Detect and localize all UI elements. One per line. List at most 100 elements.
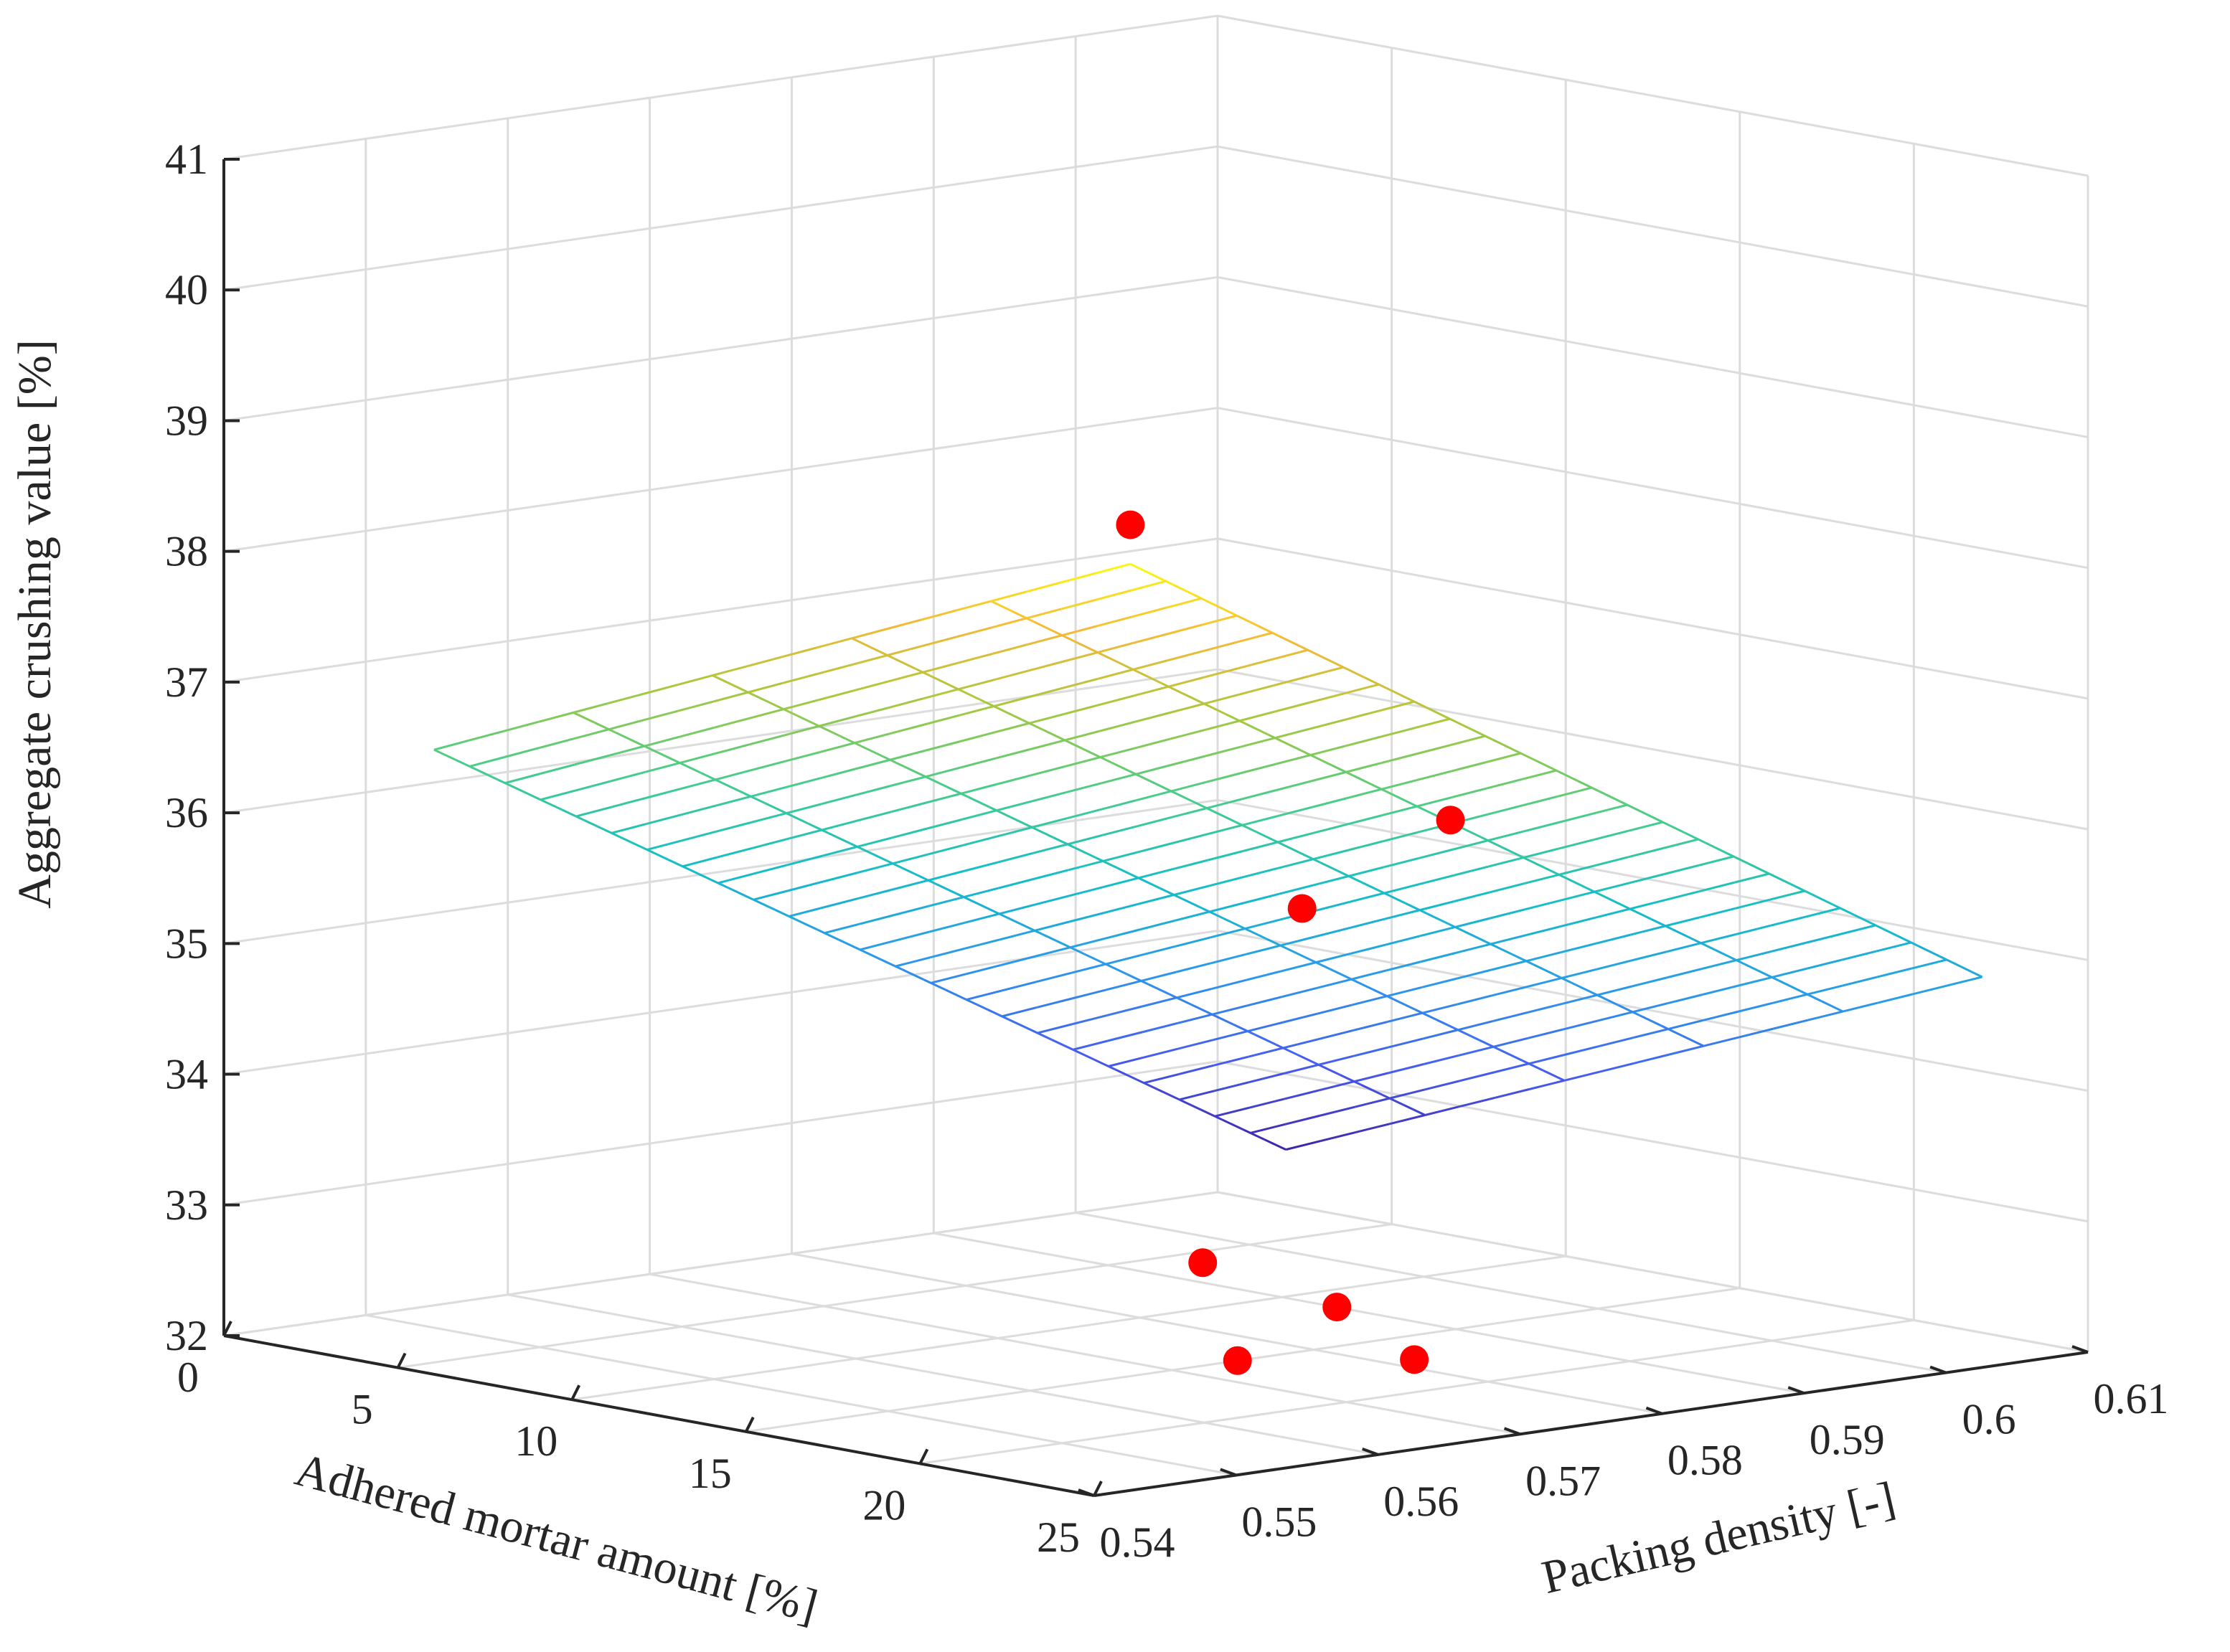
surface-line [1221, 1118, 1244, 1131]
surface-line [996, 800, 1032, 812]
surface-line [1167, 650, 1203, 662]
surface-line [1668, 1044, 1704, 1056]
surface-line [1629, 899, 1665, 910]
surface-line [1488, 856, 1524, 868]
surface-line [1208, 876, 1244, 887]
surface-line [853, 707, 889, 718]
surface-line [1026, 608, 1062, 620]
surface-line [1246, 996, 1282, 1007]
surface-line [1380, 752, 1416, 765]
surface-line [922, 661, 959, 674]
surface-line [1560, 916, 1596, 928]
surface-line [717, 846, 753, 859]
surface-line [1457, 1029, 1480, 1042]
surface-line [1421, 977, 1457, 988]
surface-line [1243, 867, 1279, 879]
surface-line [961, 809, 997, 821]
surface-line [1778, 979, 1801, 992]
surface-line [1105, 954, 1141, 966]
surface-line [1452, 839, 1489, 851]
surface-line [1097, 651, 1120, 664]
surface-line [946, 785, 969, 798]
surface-line [1190, 1003, 1213, 1016]
surface-line [893, 657, 916, 670]
surface-line [573, 728, 609, 740]
surface-line [751, 838, 788, 849]
surface-line [1627, 821, 1663, 832]
surface-line [1840, 924, 1876, 935]
surface-line [930, 947, 966, 959]
surface-line [583, 818, 606, 831]
surface-line [609, 745, 645, 757]
surface-line [603, 829, 626, 841]
surface-line [1254, 1033, 1277, 1046]
surface-line [1063, 943, 1086, 955]
surface-line [1594, 907, 1631, 919]
surface-line [1274, 727, 1310, 740]
surface-line [455, 758, 478, 771]
x-tick-mark [745, 1416, 755, 1432]
surface-line [750, 760, 786, 772]
surface-line [1031, 817, 1068, 829]
surface-line [1416, 770, 1452, 782]
surface-line [1418, 848, 1454, 859]
surface-line [1008, 1019, 1031, 1031]
surface-line [1563, 1070, 1600, 1082]
axes [222, 158, 2089, 1497]
surface-line [1249, 1098, 1285, 1109]
surface-line [1225, 712, 1248, 725]
surface-line [1705, 841, 1728, 854]
wall-grid-horizontal [1217, 1191, 2089, 1354]
surface-line [1382, 805, 1418, 816]
surface-line [1286, 948, 1309, 960]
surface-line [1458, 1045, 1494, 1057]
surface-line [1033, 895, 1070, 906]
surface-line [1770, 915, 1806, 927]
surface-line [1139, 919, 1175, 931]
surface-line [1233, 1023, 1256, 1036]
surface-line [1561, 942, 1596, 954]
data-point [1287, 894, 1317, 923]
surface-line [1283, 1063, 1319, 1075]
surface-line [1372, 988, 1395, 1001]
surface-line [1662, 821, 1685, 834]
surface-line [1086, 749, 1109, 762]
surface-line [1876, 941, 1911, 953]
surface-line [961, 783, 997, 795]
surface-line [1521, 769, 1557, 781]
surface-line [1033, 620, 1056, 633]
surface-line [1072, 1039, 1109, 1051]
surface-line [1736, 959, 1759, 972]
wall-grid-horizontal [223, 275, 1218, 422]
surface-line [1660, 1024, 1683, 1037]
y-tick-label: 0.56 [1383, 1478, 1459, 1525]
surface-line [713, 717, 749, 729]
surface-line [1350, 943, 1386, 955]
surface-line [957, 688, 980, 701]
surface-line [1347, 840, 1383, 851]
surface-line [1387, 1011, 1423, 1023]
surface-line [1098, 668, 1134, 680]
surface-line [1395, 795, 1418, 808]
surface-line [1167, 623, 1203, 636]
surface-line [1244, 928, 1267, 940]
surface-line [888, 671, 923, 683]
surface-line [1203, 702, 1226, 715]
surface-line [956, 892, 979, 905]
surface-line [997, 826, 1032, 838]
surface-line [1200, 1108, 1223, 1121]
surface-line [1095, 562, 1131, 575]
surface-line [1099, 721, 1135, 732]
surface-line [1821, 1000, 1844, 1013]
surface-line [1126, 973, 1149, 986]
surface-line [1319, 1080, 1355, 1092]
surface-line [1342, 666, 1365, 679]
surface-line [858, 888, 894, 900]
surface-line [1388, 1063, 1424, 1075]
y-tick-mark [1503, 1427, 1521, 1436]
tick-labels: 32 33 34 35 36 37 38 39 40 41 0 5 10 15 20 25 0.54 0.55 0.… [165, 136, 2169, 1566]
surface-line [646, 849, 669, 861]
x-tick-mark [918, 1448, 929, 1465]
surface-line [1138, 877, 1161, 889]
surface-line [1492, 986, 1528, 997]
